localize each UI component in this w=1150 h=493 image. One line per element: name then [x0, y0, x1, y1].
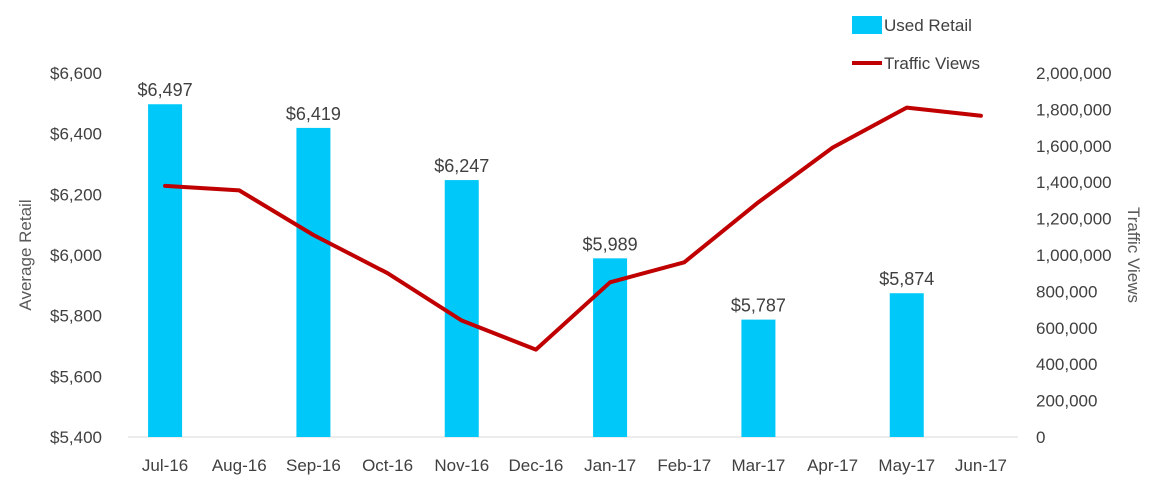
- x-axis-tick-label: Dec-16: [509, 456, 564, 475]
- bar-used-retail: [296, 127, 331, 438]
- x-axis-tick-label: Nov-16: [434, 456, 489, 475]
- right-axis-tick-label: 1,400,000: [1036, 173, 1112, 192]
- data-labels-layer: $6,497 $6,419 $6,247 $5,989 $5,787 $5,874: [138, 80, 935, 315]
- left-axis-tick-label: $6,000: [50, 246, 102, 265]
- x-axis-tick-label: Apr-17: [807, 456, 858, 475]
- data-label-used-retail: $6,497: [138, 80, 193, 100]
- axes-layer: $5,400 $5,600 $5,800 $6,000 $6,200 $6,400 $6,6…: [16, 64, 1143, 475]
- right-axis-tick-label: 1,000,000: [1036, 246, 1112, 265]
- right-axis-tick-label: 800,000: [1036, 282, 1097, 301]
- x-axis-tick-label: Oct-16: [362, 456, 413, 475]
- right-axis-tick-label: 0: [1036, 428, 1045, 447]
- bar-used-retail: [593, 258, 628, 437]
- left-axis-title: Average Retail: [16, 199, 35, 310]
- bar-used-retail: [889, 293, 924, 437]
- left-axis-tick-label: $6,400: [50, 125, 102, 144]
- legend-label-traffic-views: Traffic Views: [884, 54, 980, 73]
- legend: Used Retail Traffic Views: [852, 16, 980, 73]
- right-axis-tick-label: 1,200,000: [1036, 210, 1112, 229]
- x-axis-tick-label: Mar-17: [731, 456, 785, 475]
- x-axis-tick-label: Jul-16: [142, 456, 188, 475]
- x-axis-tick-label: May-17: [878, 456, 935, 475]
- right-axis-tick-label: 1,800,000: [1036, 100, 1112, 119]
- legend-label-used-retail: Used Retail: [884, 16, 972, 35]
- line-layer: [163, 105, 983, 352]
- x-axis-tick-label: Feb-17: [657, 456, 711, 475]
- data-label-used-retail: $5,874: [879, 269, 934, 289]
- legend-swatch-used-retail: [852, 16, 882, 34]
- left-axis-tick-label: $6,600: [50, 64, 102, 83]
- bar-used-retail: [444, 180, 479, 437]
- right-axis-tick-label: 2,000,000: [1036, 64, 1112, 83]
- right-axis-tick-label: 600,000: [1036, 319, 1097, 338]
- x-axis-tick-label: Aug-16: [212, 456, 267, 475]
- data-label-used-retail: $5,787: [731, 296, 786, 316]
- bars-layer: [148, 104, 924, 438]
- left-axis-tick-label: $5,400: [50, 428, 102, 447]
- line-traffic-views: [163, 105, 983, 352]
- x-axis-tick-label: Jan-17: [584, 456, 636, 475]
- right-axis-tick-label: 400,000: [1036, 355, 1097, 374]
- data-label-used-retail: $6,419: [286, 104, 341, 124]
- right-axis-tick-label: 1,600,000: [1036, 137, 1112, 156]
- data-label-used-retail: $5,989: [583, 234, 638, 254]
- left-axis-tick-label: $6,200: [50, 185, 102, 204]
- x-axis-tick-label: Jun-17: [955, 456, 1007, 475]
- x-axis-tick-label: Sep-16: [286, 456, 341, 475]
- right-axis-title: Traffic Views: [1124, 207, 1143, 303]
- left-axis-tick-label: $5,800: [50, 307, 102, 326]
- bar-used-retail: [741, 319, 776, 437]
- bar-used-retail: [148, 104, 183, 437]
- right-axis-tick-label: 200,000: [1036, 392, 1097, 411]
- data-label-used-retail: $6,247: [434, 156, 489, 176]
- left-axis-tick-label: $5,600: [50, 367, 102, 386]
